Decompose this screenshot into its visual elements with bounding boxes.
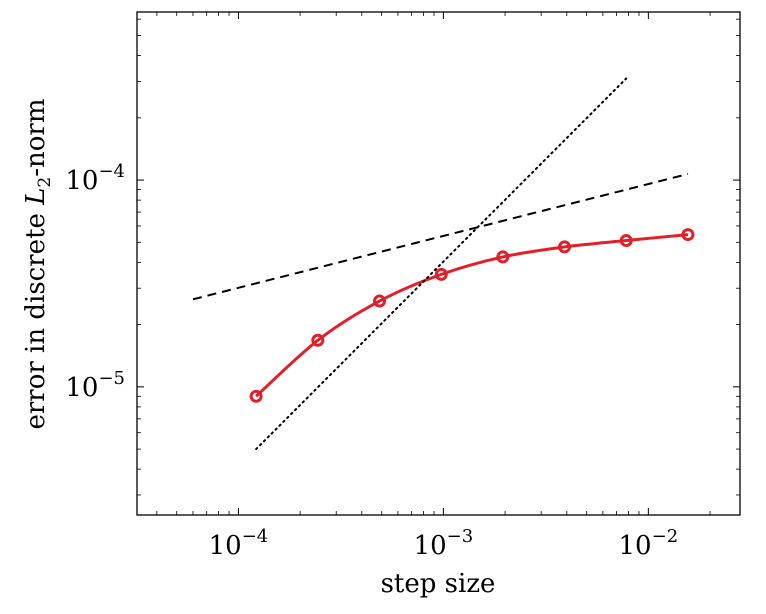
x-tick-label: 10−3 xyxy=(414,526,474,561)
reference-line-dashed xyxy=(192,173,689,301)
error-data-point xyxy=(496,250,510,264)
error-series-line xyxy=(255,233,689,398)
y-tick-label: 10−4 xyxy=(65,161,125,196)
error-data-point xyxy=(311,333,325,347)
y-axis-label: error in discrete L2-norm xyxy=(21,98,55,429)
error-data-point xyxy=(249,389,263,403)
x-tick-label: 10−2 xyxy=(619,526,679,561)
error-data-point xyxy=(434,267,448,281)
plot-frame xyxy=(136,11,741,516)
error-data-point xyxy=(681,228,695,242)
series-layer xyxy=(192,77,695,451)
minor-ticks xyxy=(137,12,740,515)
error-data-point xyxy=(558,240,572,254)
y-tick-label: 10−5 xyxy=(65,368,125,403)
x-tick-label: 10−4 xyxy=(209,526,269,561)
major-ticks xyxy=(137,12,740,515)
y-tick-labels: 10−5 10−4 xyxy=(65,161,125,403)
error-data-point xyxy=(373,294,387,308)
x-axis-label: step size xyxy=(381,569,496,599)
x-tick-labels: 10−4 10−3 10−2 xyxy=(209,526,679,561)
reference-line-dotted xyxy=(255,77,628,451)
error-data-point xyxy=(619,234,633,248)
